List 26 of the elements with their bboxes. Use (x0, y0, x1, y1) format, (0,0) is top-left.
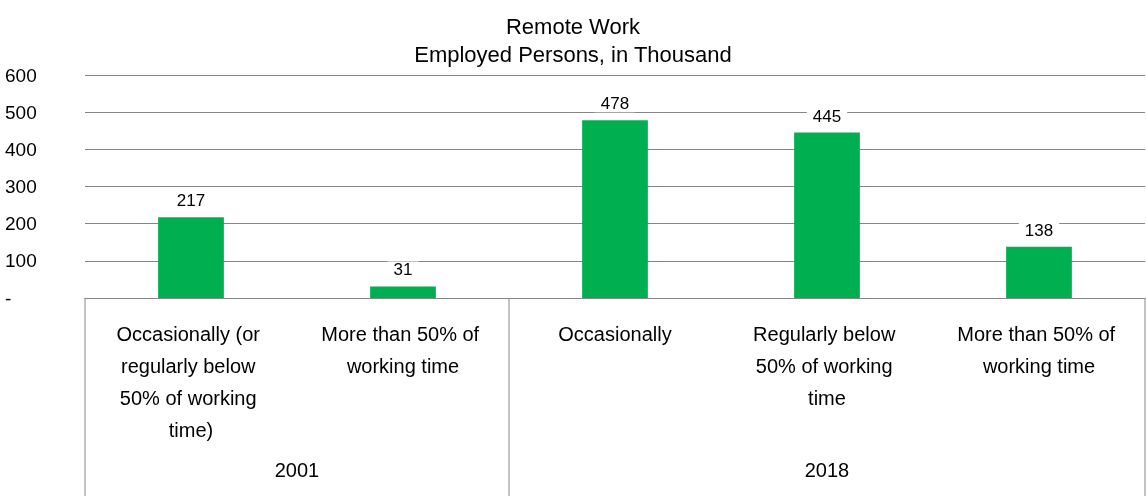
x-tick-label: Occasionally (or regularly below 50% of working time) (116, 323, 266, 441)
x-tick-label: Occasionally (558, 323, 672, 345)
bar (794, 132, 860, 298)
y-tick-label: 200 (5, 213, 37, 235)
y-tick-label: 600 (5, 64, 37, 86)
text: 2001 (274, 459, 320, 481)
x-tick-label: More than 50% of working time (321, 323, 485, 377)
data-label: 31 (393, 260, 413, 280)
y-tick-label: 400 (5, 138, 37, 160)
chart-title: Remote Work (505, 13, 642, 39)
data-label: 138 (1024, 220, 1054, 240)
bar (1006, 246, 1072, 298)
bar (370, 286, 436, 298)
y-tick-label: 500 (5, 101, 37, 123)
y-tick-label: - (5, 287, 12, 309)
data-label: 445 (812, 106, 842, 126)
text: 2018 (804, 459, 850, 481)
data-label: 478 (600, 94, 630, 114)
x-tick-label: More than 50% of working time (957, 323, 1121, 377)
data-label: 217 (176, 191, 206, 211)
y-tick-label: 300 (5, 176, 37, 197)
bar (582, 120, 648, 298)
chart-subtitle: Employed Persons, in Thousand (414, 41, 732, 67)
bar (158, 217, 224, 298)
y-tick-label: 100 (5, 250, 37, 272)
x-tick-label: Regularly below 50% of working time (753, 323, 901, 409)
